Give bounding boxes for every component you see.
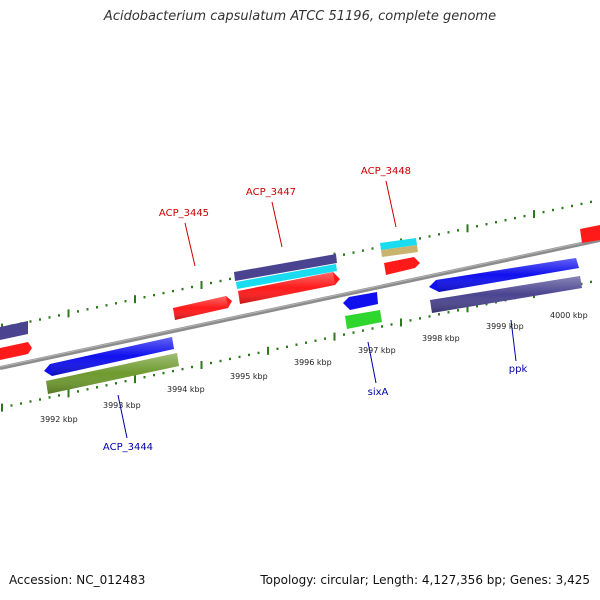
scale-label: 3998 kbp — [422, 334, 460, 343]
gene-red-right-edge[interactable] — [580, 225, 600, 243]
scale-label: 3996 kbp — [294, 358, 332, 367]
gene-tan-acp3448[interactable] — [381, 245, 418, 257]
gene-slate-acp3447[interactable] — [234, 254, 337, 281]
map-title: Acidobacterium capsulatum ATCC 51196, co… — [103, 9, 497, 24]
pointer-acp3448 — [385, 180, 397, 228]
gene-red-acp3448[interactable] — [384, 257, 420, 275]
gene-shading — [436, 258, 579, 292]
pointer-sixA — [367, 341, 377, 384]
gene-shading — [46, 353, 179, 394]
scale-label: 3994 kbp — [167, 385, 205, 394]
gene-shading — [238, 272, 335, 304]
gene-label-acp3444[interactable]: ACP_3444 — [103, 442, 153, 453]
label-pointers — [117, 180, 517, 439]
gene-shading — [50, 337, 174, 376]
scale-label: 3997 kbp — [358, 346, 396, 355]
pointer-acp3444 — [117, 394, 128, 439]
scale-label: 3999 kbp — [486, 322, 524, 331]
gene-label-sixA[interactable]: sixA — [368, 387, 389, 398]
gene-shading — [430, 276, 582, 313]
scale-label: 3992 kbp — [40, 415, 78, 424]
scale-label: 3995 kbp — [230, 372, 268, 381]
gene-label-acp3445[interactable]: ACP_3445 — [159, 208, 209, 219]
genome-backbone — [0, 238, 600, 370]
gene-cyan-acp3447[interactable] — [236, 264, 337, 289]
gene-red-left-edge[interactable] — [0, 342, 32, 360]
scale-label: 3993 kbp — [103, 401, 141, 410]
gene-green-sixA[interactable] — [345, 310, 382, 329]
genome-summary-text: Topology: circular; Length: 4,127,356 bp… — [260, 573, 590, 587]
scale-label: 4000 kbp — [550, 311, 588, 320]
accession-text: Accession: NC_012483 — [9, 573, 146, 587]
pointer-ppk — [510, 319, 517, 362]
gene-label-acp3448[interactable]: ACP_3448 — [361, 166, 411, 177]
pointer-acp3445 — [184, 222, 196, 267]
gene-label-acp3447[interactable]: ACP_3447 — [246, 187, 296, 198]
gene-cyan-acp3448[interactable] — [380, 238, 417, 250]
gene-blue-sixA[interactable] — [343, 292, 378, 310]
gene-slate-left-edge[interactable] — [0, 321, 28, 340]
pointer-acp3447 — [271, 201, 283, 248]
gene-shading — [173, 296, 228, 320]
genome-backbone-highlight — [0, 238, 600, 368]
gene-features — [0, 225, 600, 394]
gene-label-ppk[interactable]: ppk — [509, 364, 528, 375]
